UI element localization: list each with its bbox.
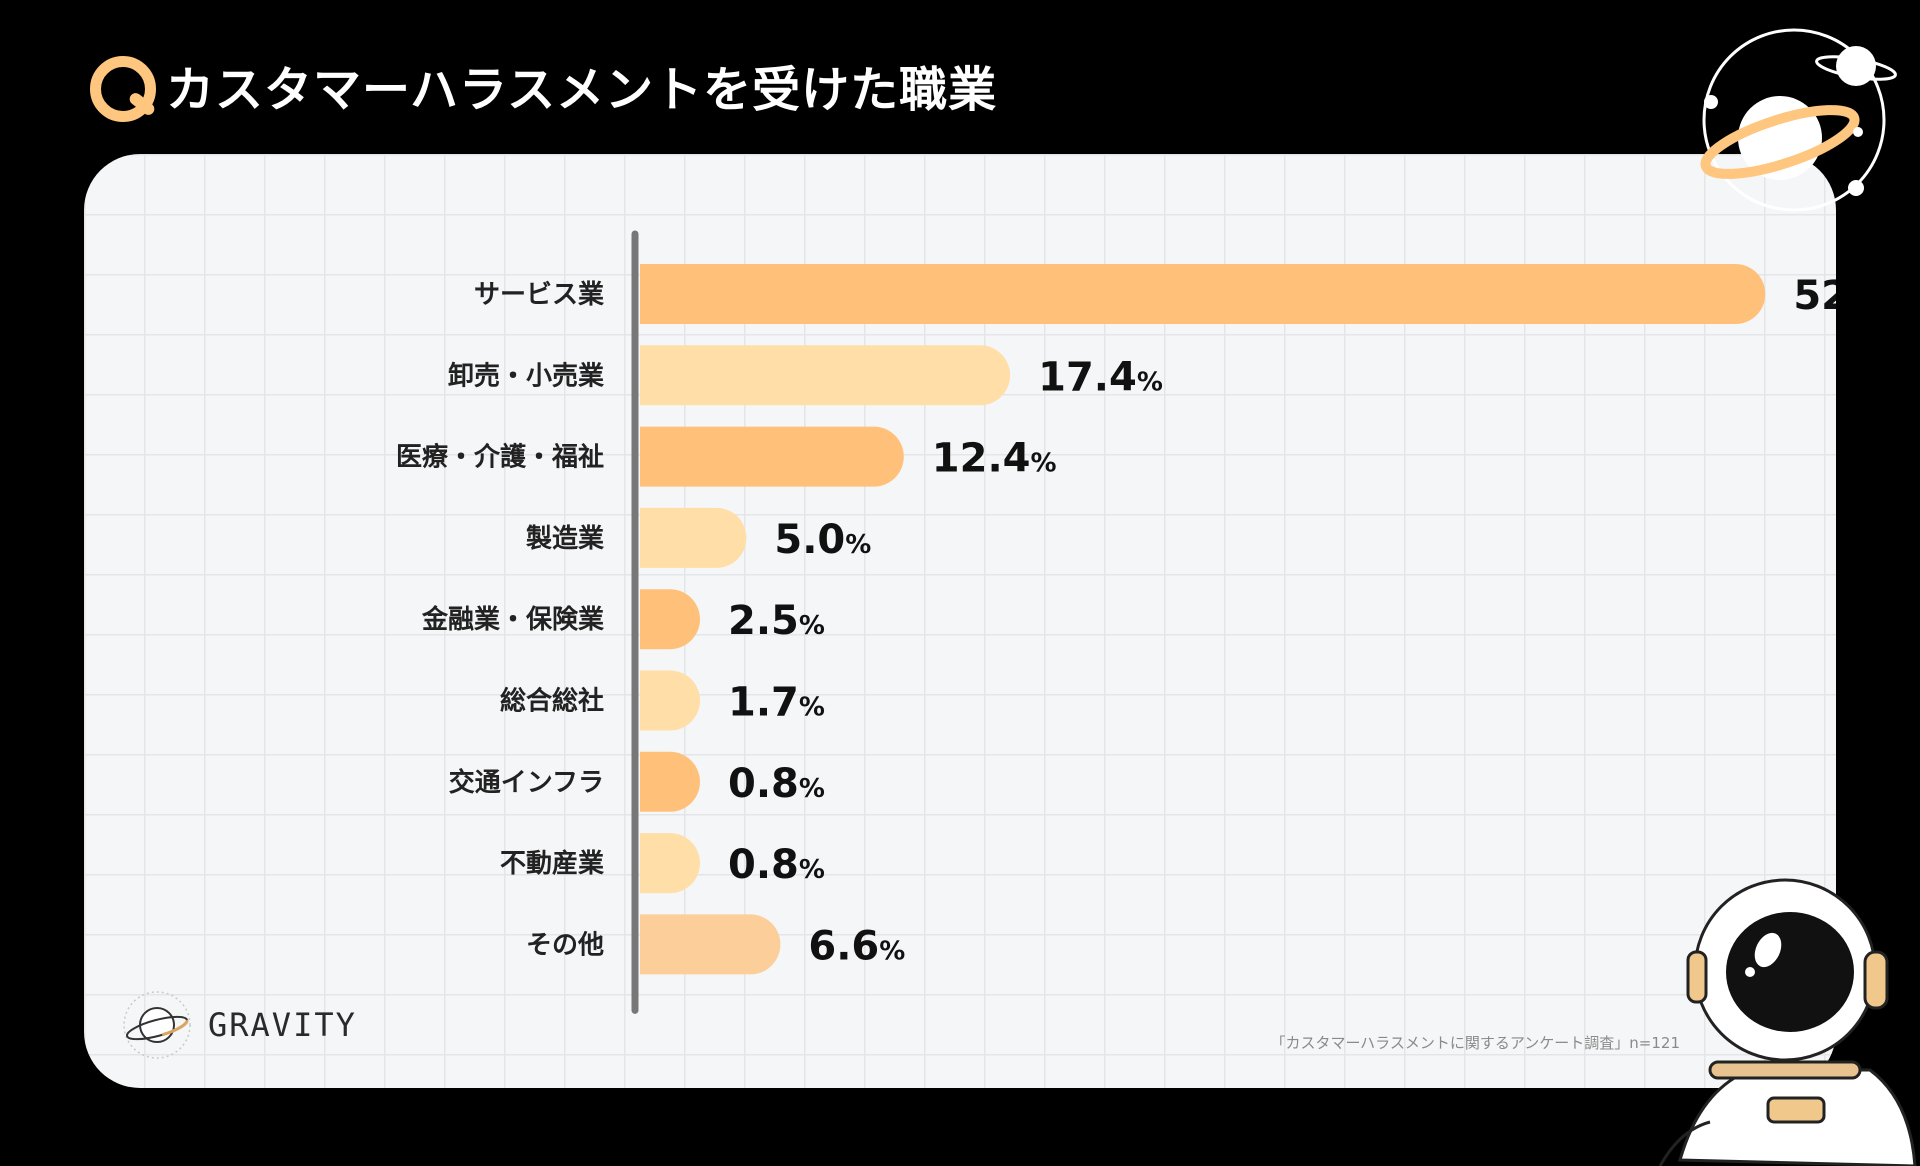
planets-decoration-icon [1700,28,1897,212]
bar-6 [640,670,701,731]
q-badge-icon [86,52,157,122]
value-label: 0.8% [728,761,825,807]
value-label: 1.7% [728,680,825,726]
page-title: カスタマーハラスメントを受けた職業 [166,62,998,118]
source-note: 「カスタマーハラスメントに関するアンケート調査」n=121 [1270,1034,1680,1052]
value-unit: % [845,530,871,560]
chart-card: サービス業 52.9% 卸売・小売業 17.4% 医療・介護・福祉 12.4% 製造業 5.0… [84,154,1836,1088]
value-label: 17.4% [1038,354,1163,400]
planet-logo-icon [123,991,191,1059]
value-unit: % [799,774,825,804]
category-label: 製造業 [526,524,604,554]
value-number: 52.9 [1793,273,1836,319]
value-number: 1.7 [728,680,799,726]
astronaut-decoration-icon [1658,878,1917,1166]
bar-chart: サービス業 52.9% 卸売・小売業 17.4% 医療・介護・福祉 12.4% 製造業 5.0… [396,230,1836,1014]
bar-5 [640,589,701,650]
value-number: 0.8 [728,842,799,888]
bar-7 [640,751,701,812]
bar-8 [640,833,701,894]
category-label: 金融業・保険業 [421,604,604,635]
value-number: 12.4 [932,436,1031,482]
value-number: 6.6 [808,923,879,969]
value-number: 2.5 [728,598,799,644]
value-unit: % [799,855,825,885]
category-label: その他 [526,930,604,960]
category-label: サービス業 [474,280,604,310]
value-label: 6.6% [808,923,905,969]
category-label: 卸売・小売業 [448,360,604,391]
value-unit: % [799,611,825,641]
category-label: 交通インフラ [449,767,604,798]
value-unit: % [1030,449,1056,479]
value-label: 12.4% [932,436,1057,482]
value-unit: % [799,693,825,723]
title-row: カスタマーハラスメントを受けた職業 [86,50,998,122]
category-label: 総合総社 [500,686,604,717]
value-number: 0.8 [728,761,799,807]
bar-9 [640,914,781,975]
value-label: 5.0% [774,517,871,563]
category-label: 医療・介護・福祉 [396,442,604,473]
value-number: 17.4 [1038,354,1137,400]
category-label: 不動産業 [500,848,604,879]
value-unit: % [879,936,905,966]
value-label: 0.8% [728,842,825,888]
brand-name: GRAVITY [208,1006,357,1044]
bar-3 [640,426,904,487]
bar-1 [640,264,1766,324]
value-label: 52.9% [1793,273,1836,319]
value-label: 2.5% [728,598,825,644]
value-number: 5.0 [774,517,845,563]
brand-logo: GRAVITY [122,990,357,1060]
bar-2 [640,345,1011,406]
bar-4 [640,507,747,568]
value-unit: % [1137,367,1163,397]
